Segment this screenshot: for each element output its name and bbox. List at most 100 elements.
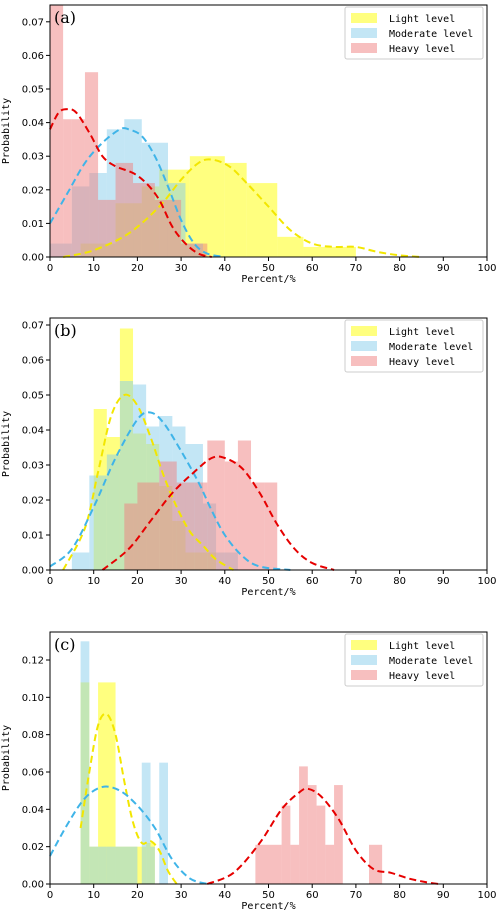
legend-label-1: Light level [389, 641, 455, 652]
histogram-bar [369, 844, 383, 884]
histogram-bar [89, 846, 99, 884]
legend-box [344, 633, 484, 687]
histogram-bar [268, 844, 282, 884]
legend-label-2: Moderate level [389, 656, 473, 667]
histogram-bar [281, 805, 291, 884]
x-tick-label: 20 [131, 576, 144, 587]
histogram-bar [316, 805, 326, 884]
kde-curve-3 [206, 787, 440, 885]
x-tick-label: 100 [477, 890, 496, 901]
y-tick-label: 0.02 [22, 185, 44, 196]
x-tick-label: 70 [350, 890, 363, 901]
y-tick-label: 0.06 [22, 768, 44, 779]
y-tick-label: 0.00 [22, 880, 44, 891]
kde-curve-1 [62, 393, 235, 571]
x-tick-label: 0 [47, 890, 53, 901]
histogram-bar [80, 641, 90, 884]
legend-swatch-2 [351, 655, 377, 665]
legend-swatch-3 [351, 356, 377, 366]
y-tick-label: 0.05 [22, 85, 44, 96]
y-tick-label: 0.00 [22, 566, 44, 577]
histogram-bar [133, 183, 155, 257]
y-tick-label: 0.03 [22, 461, 44, 472]
panel-label: (a) [54, 8, 76, 27]
legend-box [344, 6, 484, 60]
histogram-bar [334, 785, 343, 884]
legend: Light level Moderate level Heavy level [344, 319, 484, 373]
histogram-bar [98, 846, 107, 884]
y-tick-label: 0.08 [22, 730, 44, 741]
histogram-series-3 [50, 5, 208, 258]
x-tick-label: 40 [218, 263, 231, 274]
histogram-bar [264, 482, 278, 570]
x-tick-label: 50 [262, 890, 275, 901]
y-tick-label: 0.01 [22, 219, 44, 230]
histogram-bar [50, 5, 64, 257]
x-tick-label: 60 [306, 263, 319, 274]
x-tick-label: 60 [306, 576, 319, 587]
kde-curve-1 [79, 712, 178, 885]
panel-label: (c) [54, 635, 75, 654]
histogram-bar [84, 72, 99, 257]
x-tick-label: 100 [477, 263, 496, 274]
kde-curve-3 [49, 108, 212, 258]
kde-curve-3 [101, 455, 335, 571]
histogram-series-3 [255, 766, 383, 884]
x-tick-label: 10 [87, 890, 100, 901]
y-axis-label: Probability [1, 98, 12, 164]
legend-label-1: Light level [389, 14, 455, 25]
x-tick-label: 0 [47, 576, 53, 587]
histogram-bar [71, 119, 85, 258]
histogram-bar [277, 236, 304, 257]
x-tick-label: 50 [262, 263, 275, 274]
x-tick-label: 90 [437, 576, 450, 587]
kde-curve-2 [49, 411, 291, 571]
y-tick-label: 0.06 [22, 356, 44, 367]
x-tick-label: 0 [47, 263, 53, 274]
x-axis-label: Percent/% [241, 274, 295, 285]
y-tick-label: 0.07 [22, 321, 44, 332]
histogram-bar [290, 844, 300, 884]
histogram-series-2 [80, 641, 168, 884]
legend-label-3: Heavy level [389, 671, 455, 682]
legend-swatch-3 [351, 43, 377, 53]
legend-label-2: Moderate level [389, 29, 473, 40]
x-tick-label: 10 [87, 576, 100, 587]
x-tick-label: 20 [131, 890, 144, 901]
legend-label-1: Light level [389, 327, 455, 338]
x-tick-label: 30 [175, 263, 188, 274]
y-tick-label: 0.07 [22, 17, 44, 28]
y-tick-label: 0.06 [22, 51, 44, 62]
panel-label: (b) [54, 321, 77, 340]
x-tick-label: 70 [350, 263, 363, 274]
kde-curve-1 [62, 158, 422, 258]
legend: Light level Moderate level Heavy level [344, 6, 484, 60]
histogram-bar [159, 461, 177, 570]
histogram-bar [141, 762, 151, 884]
histogram-bar [255, 844, 269, 884]
y-tick-label: 0.01 [22, 531, 44, 542]
histogram-bar [63, 119, 72, 258]
x-tick-label: 10 [87, 263, 100, 274]
y-tick-label: 0.04 [22, 426, 44, 437]
y-tick-label: 0.03 [22, 152, 44, 163]
y-tick-label: 0.05 [22, 391, 44, 402]
x-tick-label: 60 [306, 890, 319, 901]
histogram-bar [150, 846, 155, 884]
y-tick-label: 0.12 [22, 656, 44, 667]
x-tick-label: 20 [131, 263, 144, 274]
histogram-bar [137, 482, 160, 570]
histogram-bar [159, 762, 168, 884]
y-axis-label: Probability [1, 725, 12, 791]
histogram-bar [124, 503, 138, 570]
legend-swatch-1 [351, 640, 377, 650]
x-tick-label: 40 [218, 576, 231, 587]
y-tick-label: 0.02 [22, 496, 44, 507]
x-tick-label: 30 [175, 890, 188, 901]
histogram-bar [307, 785, 317, 884]
x-tick-label: 40 [218, 890, 231, 901]
legend-label-3: Heavy level [389, 357, 455, 368]
y-axis-label: Probability [1, 411, 12, 477]
legend-label-3: Heavy level [389, 44, 455, 55]
